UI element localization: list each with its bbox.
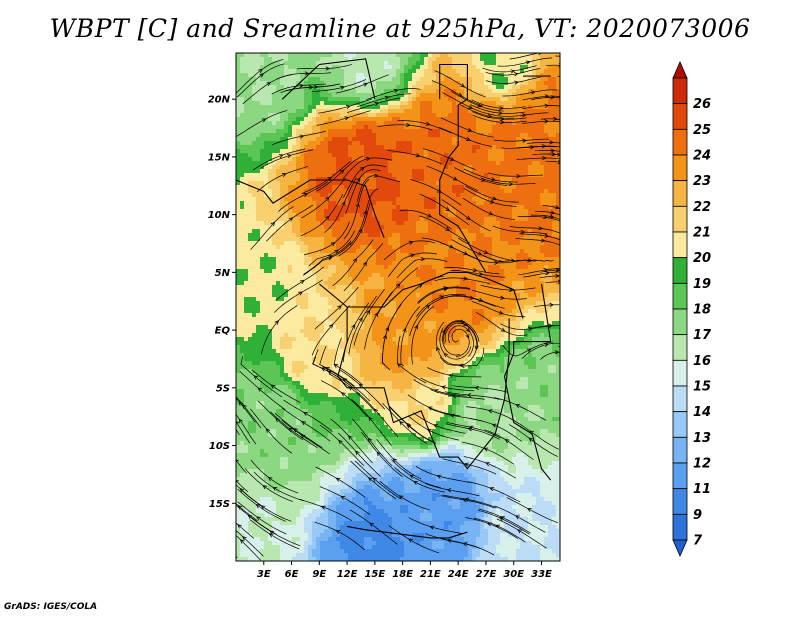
colorbar-label: 13 xyxy=(693,431,711,446)
colorbar-label: 15 xyxy=(693,380,711,395)
colorbar-label: 18 xyxy=(693,303,711,318)
colorbar-box xyxy=(672,128,688,156)
lon-tick-label: 18E xyxy=(392,569,413,580)
colorbar-label: 26 xyxy=(693,97,711,112)
lat-tick-label: 5N xyxy=(215,268,231,279)
colorbar-box xyxy=(672,282,688,310)
wbpt-field xyxy=(236,53,560,561)
colorbar-box xyxy=(672,77,688,105)
lat-tick-label: 20N xyxy=(208,95,231,106)
lat-tick-label: EQ xyxy=(215,326,231,337)
colorbar-bottom-arrow xyxy=(672,539,688,557)
colorbar-box xyxy=(672,334,688,361)
lon-tick-label: 6E xyxy=(285,569,299,580)
colorbar-label: 22 xyxy=(693,200,711,215)
colorbar-label: 14 xyxy=(693,405,711,420)
colorbar-box xyxy=(672,180,688,207)
colorbar: 7 9 11 12 13 14 15 16 17 18 19 20 21 22 23 24 25 26 xyxy=(672,61,712,557)
colorbar-box xyxy=(672,154,688,182)
colorbar-label: 7 xyxy=(693,534,703,549)
lon-tick-label: 9E xyxy=(312,569,326,580)
lon-tick-label: 27E xyxy=(476,569,497,580)
plot-frame xyxy=(235,52,561,562)
lon-tick-label: 3E xyxy=(257,569,271,580)
colorbar-top-arrow xyxy=(672,61,688,79)
latitude-axis: 20N 15N 10N 5N EQ 5S 10S 15S xyxy=(208,95,236,510)
colorbar-label: 23 xyxy=(693,174,711,189)
lat-tick-label: 15N xyxy=(208,152,231,163)
colorbar-box xyxy=(672,205,688,233)
lon-tick-label: 21E xyxy=(420,569,441,580)
longitude-axis: 3E 6E 9E 12E 15E 18E 21E 24E 27E 30E 33E xyxy=(257,561,552,580)
colorbar-label: 9 xyxy=(693,508,702,523)
colorbar-box xyxy=(672,513,688,541)
chart-title: WBPT [C] and Sreamline at 925hPa, VT: 20… xyxy=(49,14,751,43)
lat-tick-label: 10S xyxy=(209,441,230,452)
colorbar-label: 17 xyxy=(693,328,712,343)
lon-tick-label: 24E xyxy=(448,569,469,580)
colorbar-box xyxy=(672,257,688,284)
lon-tick-label: 12E xyxy=(337,569,358,580)
lon-tick-label: 30E xyxy=(503,569,524,580)
colorbar-box xyxy=(672,231,688,259)
lat-tick-label: 15S xyxy=(209,499,230,510)
lat-tick-label: 10N xyxy=(208,210,231,221)
country-borders xyxy=(236,58,552,539)
colorbar-box xyxy=(672,359,688,387)
lat-tick-label: 5S xyxy=(216,383,230,394)
streamline-layer xyxy=(236,53,560,561)
colorbar-box xyxy=(672,462,688,490)
lon-tick-label: 33E xyxy=(531,569,552,580)
colorbar-box xyxy=(672,385,688,413)
colorbar-label: 20 xyxy=(693,251,711,266)
colorbar-box xyxy=(672,103,688,130)
lon-tick-label: 15E xyxy=(364,569,385,580)
colorbar-label: 12 xyxy=(693,457,711,472)
colorbar-label: 11 xyxy=(693,482,711,497)
colorbar-box xyxy=(672,411,688,438)
colorbar-label: 16 xyxy=(693,354,711,369)
colorbar-label: 19 xyxy=(693,277,711,292)
grads-credit: GrADS: IGES/COLA xyxy=(4,602,98,612)
colorbar-box xyxy=(672,308,688,336)
colorbar-label: 25 xyxy=(693,123,711,138)
colorbar-label: 21 xyxy=(693,226,711,241)
colorbar-label: 24 xyxy=(693,149,711,164)
colorbar-box xyxy=(672,488,688,515)
colorbar-box xyxy=(672,436,688,464)
